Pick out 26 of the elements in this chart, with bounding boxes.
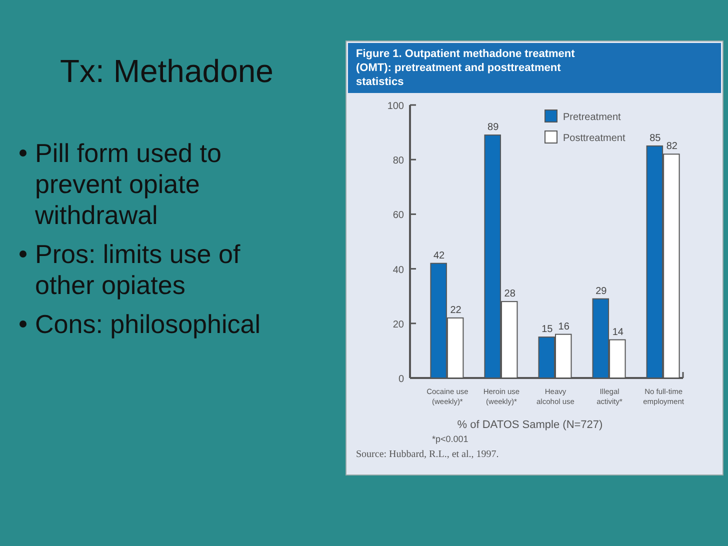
text: Cons: philosophical (35, 309, 260, 339)
y-tick-label: 60 (392, 210, 404, 222)
legend-label: Posttreatment (563, 133, 626, 144)
source-note: Source: Hubbard, R.L., et al., 1997. (356, 449, 499, 460)
y-tick-label: 80 (392, 156, 404, 167)
data-label: 22 (450, 304, 462, 316)
data-label: 85 (650, 132, 662, 144)
data-label: 89 (488, 122, 500, 134)
data-label: 42 (434, 250, 446, 262)
data-label: 82 (666, 141, 678, 152)
data-label: 28 (504, 288, 516, 300)
y-tick-label: 20 (392, 319, 404, 330)
text: Pill form used to prevent opiate withdrawal (34, 138, 222, 230)
legend-label: Pretreatment (563, 112, 622, 123)
text: *p<0.001 (432, 434, 468, 444)
text: Pros: limits use of other opiates (35, 239, 241, 300)
data-label: 15 (542, 324, 554, 336)
x-axis-title: % of DATOS Sample (N=727) (457, 419, 603, 431)
chart-subtitle: Figure 1. Outpatient methadone treatment (OMT): pretreatment and posttreatment statistics (356, 48, 576, 88)
y-tick-label: 40 (392, 264, 404, 276)
data-label: 29 (596, 286, 608, 297)
y-tick-label: 0 (398, 374, 404, 385)
data-label: 16 (558, 321, 570, 332)
chart-title: Tx: Methadone (60, 53, 274, 89)
data-label: 14 (612, 326, 624, 338)
y-tick-label: 100 (387, 101, 404, 112)
